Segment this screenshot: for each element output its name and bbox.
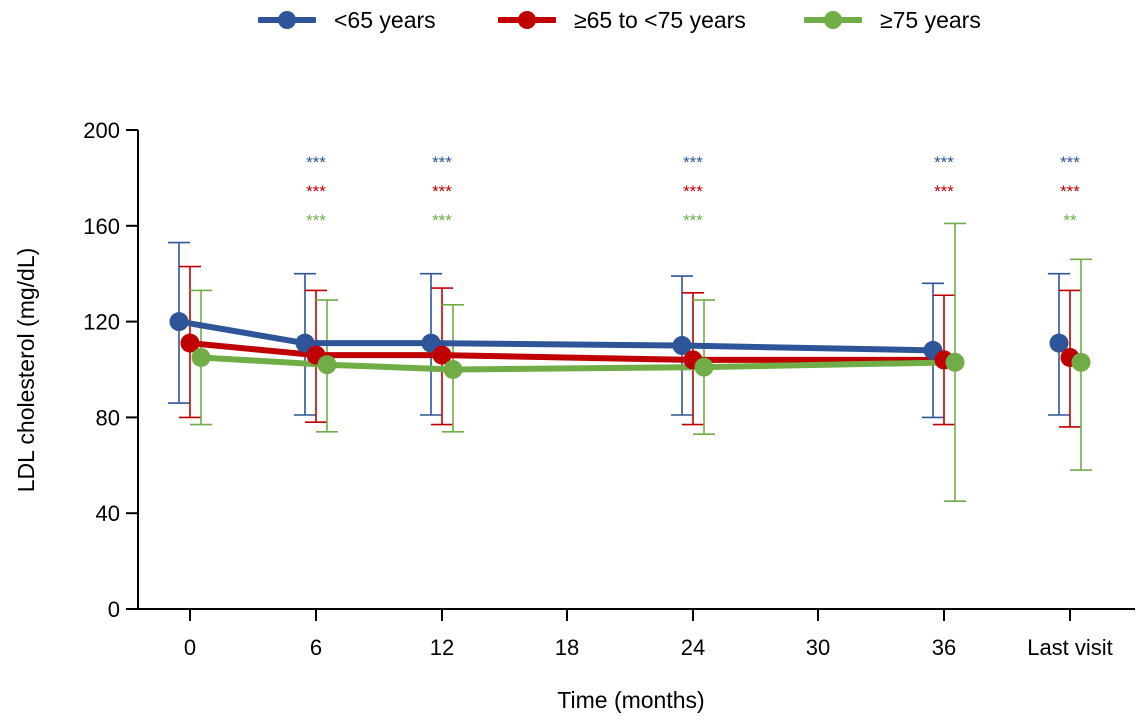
significance-mark: *** (306, 182, 326, 201)
legend-swatch-75-plus (804, 4, 862, 36)
significance-mark: *** (1060, 153, 1080, 172)
legend-label-75-plus: ≥75 years (880, 6, 981, 33)
data-point (169, 312, 189, 332)
significance-mark: *** (683, 182, 703, 201)
legend-label-under-65: <65 years (334, 6, 436, 33)
significance-mark: *** (432, 211, 452, 230)
significance-mark: *** (306, 153, 326, 172)
significance-mark: *** (683, 153, 703, 172)
x-tick-label: 0 (184, 635, 196, 660)
significance-mark: *** (306, 211, 326, 230)
x-tick-label: 24 (681, 635, 705, 660)
significance-mark: *** (432, 182, 452, 201)
legend-item-under-65: <65 years (258, 4, 436, 36)
y-tick-label: 40 (96, 501, 120, 526)
significance-mark: *** (683, 211, 703, 230)
data-point (180, 333, 200, 353)
data-points (169, 312, 1091, 379)
significance-mark: *** (934, 153, 954, 172)
x-tick-label: 6 (310, 635, 322, 660)
data-point (443, 360, 463, 379)
y-axis-title: LDL cholesterol (mg/dL) (13, 248, 39, 493)
x-tick-label: 36 (932, 635, 956, 660)
data-point (945, 352, 965, 372)
series-lines (176, 318, 958, 373)
significance-mark: *** (934, 182, 954, 201)
significance-marks: *** *** *** *** ****** *** *** *** ****** *** *** *… (306, 153, 1080, 230)
y-tick-label: 200 (83, 118, 120, 143)
y-tick-label: 0 (108, 597, 120, 622)
significance-mark: *** (1060, 182, 1080, 201)
significance-mark: ** (1063, 211, 1077, 230)
significance-mark: *** (432, 153, 452, 172)
data-point (672, 336, 692, 356)
legend-swatch-under-65 (258, 4, 316, 36)
data-point (421, 333, 441, 353)
error-bars (168, 222, 1092, 503)
data-point (694, 357, 714, 377)
data-point (191, 348, 211, 368)
legend-label-65-to-75: ≥65 to <75 years (574, 6, 746, 33)
data-point (295, 333, 315, 353)
y-tick-label: 120 (83, 310, 120, 335)
x-axis-title: Time (months) (557, 687, 704, 713)
y-tick-label: 160 (83, 214, 120, 239)
data-point (1049, 333, 1069, 353)
data-point (432, 345, 452, 365)
x-tick-label: 12 (430, 635, 454, 660)
series-line (176, 318, 936, 354)
x-tick-label: 30 (806, 635, 830, 660)
data-point (317, 355, 337, 375)
x-tick-label: 18 (555, 635, 579, 660)
legend-swatch-65-to-75 (498, 4, 556, 36)
y-tick-label: 80 (96, 405, 120, 430)
data-point (1071, 352, 1091, 372)
chart-axes: 0 40 80 120 160 200 0 6 12 18 24 30 36 Last visit (83, 118, 1135, 660)
legend-item-75-plus: ≥75 years (804, 4, 981, 36)
x-tick-label: Last visit (1027, 635, 1113, 660)
legend-item-65-to-75: ≥65 to <75 years (498, 4, 746, 36)
chart-legend: <65 years ≥65 to <75 years ≥75 years (0, 0, 1147, 40)
